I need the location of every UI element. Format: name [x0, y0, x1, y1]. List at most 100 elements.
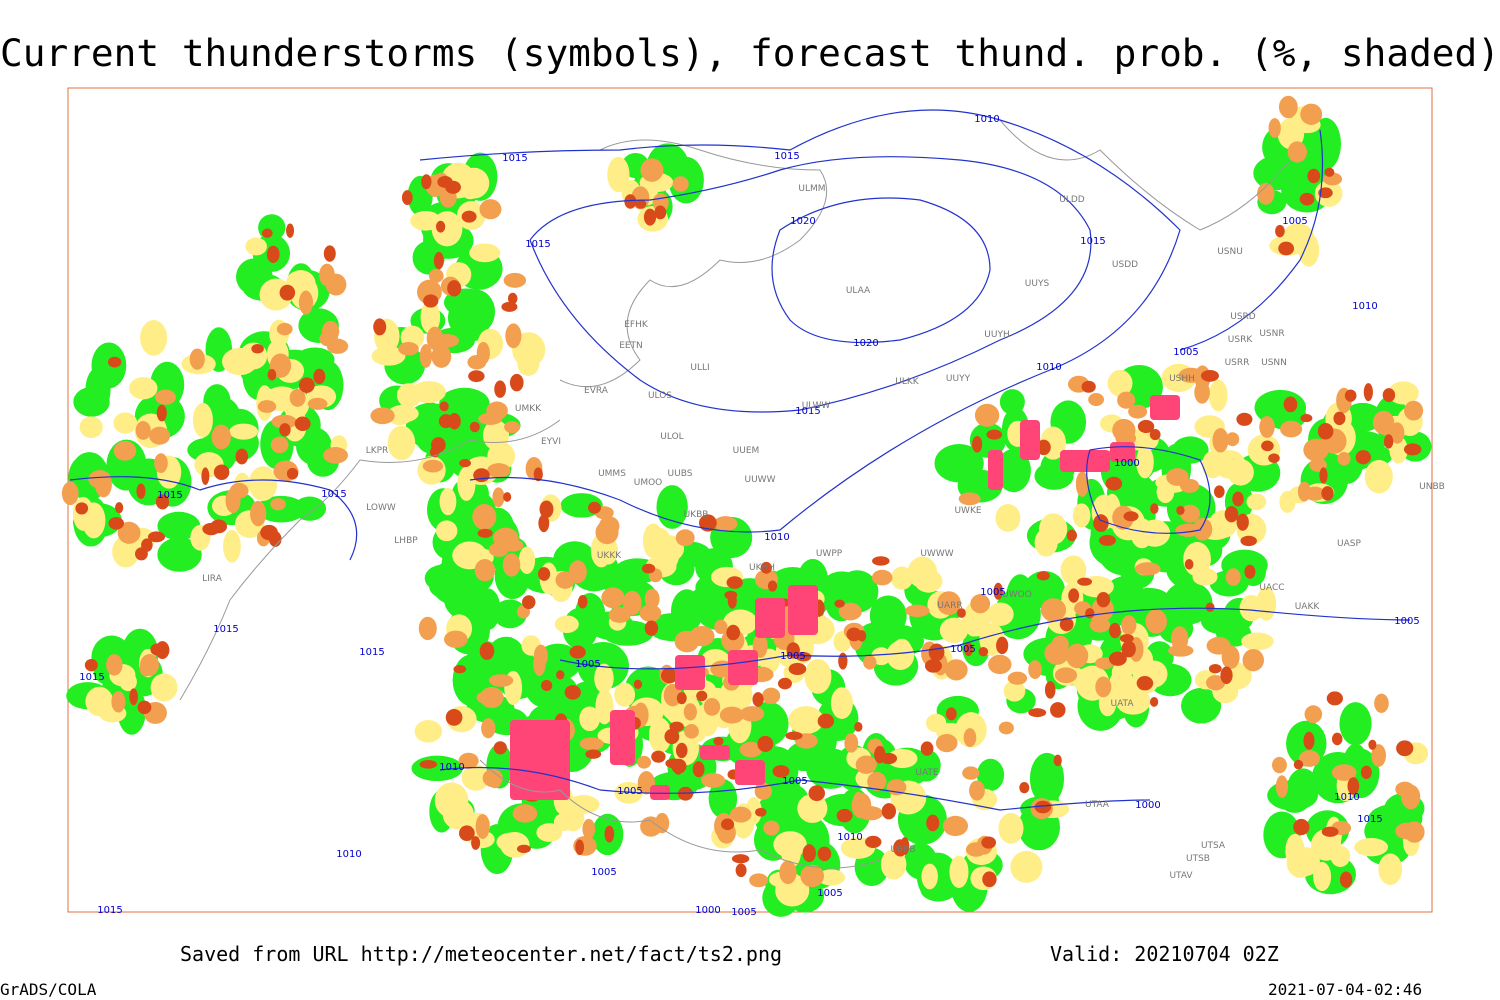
shade-patch	[1109, 622, 1121, 639]
title: Current thunderstorms (symbols), forecas…	[0, 32, 1500, 75]
isobar-label: 1020	[790, 216, 815, 227]
shade-patch	[533, 467, 543, 482]
shade-patch	[575, 839, 585, 856]
shade-patch	[472, 503, 497, 530]
shade-patch	[418, 616, 437, 641]
shade-patch	[926, 814, 940, 832]
shade-patch	[999, 389, 1025, 415]
shade-patch	[461, 210, 477, 223]
shade-patch	[1121, 640, 1136, 658]
shade-patch	[785, 731, 803, 740]
shade-patch	[684, 724, 699, 739]
shade-patch	[778, 784, 812, 834]
shade-patch	[554, 615, 579, 633]
shade-patch	[286, 223, 295, 238]
shade-patch	[1364, 459, 1393, 494]
shade-patch	[493, 599, 527, 629]
shade-patch	[1379, 424, 1403, 437]
shade-patch	[1036, 439, 1051, 456]
station-label: LIRA	[202, 574, 223, 584]
shade-patch	[1275, 775, 1289, 798]
shade-patch	[1145, 609, 1167, 634]
shade-patch	[538, 514, 550, 533]
shade-patch	[414, 720, 443, 743]
shade-patch	[82, 502, 106, 539]
shade-patch	[512, 804, 538, 823]
shade-patch	[1059, 617, 1074, 632]
shade-patch	[1105, 476, 1123, 491]
shade-patch	[439, 387, 490, 420]
shade-patch	[1299, 192, 1315, 206]
station-label: UWKE	[954, 506, 981, 516]
shade-patch	[1241, 632, 1274, 651]
shade-patch	[692, 761, 705, 778]
shade-patch	[830, 687, 853, 719]
isobar-label: 1010	[1334, 792, 1359, 803]
shade-patch	[1360, 765, 1372, 779]
shade-patch	[157, 537, 202, 572]
shade-patch	[1259, 416, 1275, 438]
shade-patch	[459, 459, 472, 468]
shade-patch	[155, 494, 170, 510]
shade-patch	[641, 563, 656, 574]
shade-patch	[1010, 850, 1043, 883]
shade-patch	[155, 389, 177, 405]
isobar	[771, 197, 991, 344]
shade-patch	[307, 397, 328, 410]
shade-patch	[1324, 167, 1335, 177]
shade-patch	[633, 679, 643, 690]
shade-patch	[1246, 493, 1267, 511]
shade-patch	[867, 771, 887, 791]
shade-patch	[978, 647, 989, 657]
station-label: UATE	[915, 768, 939, 778]
shade-patch	[477, 528, 493, 538]
station-label: UUWW	[745, 475, 776, 485]
station-label: USNR	[1259, 329, 1284, 339]
isobar-label: 1005	[591, 867, 616, 878]
shade-patch	[1206, 636, 1231, 655]
shade-patch	[1051, 635, 1069, 653]
shade-patch	[419, 759, 438, 769]
shade-patch	[672, 176, 689, 192]
isobar-label: 1015	[774, 151, 799, 162]
shade-patch	[1293, 759, 1304, 770]
shade-patch	[934, 443, 984, 483]
station-label: USRK	[1228, 335, 1254, 345]
shade-patch	[677, 786, 694, 801]
shade-patch	[998, 812, 1024, 844]
shade-patch	[388, 408, 412, 426]
shade-patch	[1319, 467, 1328, 484]
shade-patch	[107, 356, 122, 368]
shade-patch	[423, 294, 439, 308]
station-label: UUYH	[984, 330, 1009, 340]
shade-patch	[777, 677, 792, 690]
station-label: UUYY	[946, 374, 971, 384]
shade-patch	[245, 237, 267, 256]
shade-patch	[1136, 675, 1154, 691]
shade-patch	[192, 402, 213, 438]
shade-patch	[568, 560, 587, 584]
station-label: USRD	[1230, 312, 1256, 322]
shade-patch	[250, 500, 267, 527]
station-label: UASP	[1337, 539, 1361, 549]
shade-patch	[91, 342, 127, 389]
shade-patch	[675, 742, 688, 759]
shade-patch	[907, 556, 938, 589]
shade-patch	[429, 268, 444, 283]
shade-patch	[251, 344, 264, 354]
shade-patch	[587, 501, 601, 514]
station-label: UMMS	[598, 469, 626, 479]
shade-patch	[701, 773, 726, 788]
shade-patch	[654, 205, 667, 220]
shade-patch	[585, 749, 602, 759]
shade-patch	[279, 423, 291, 437]
isobar-label: 1005	[1282, 216, 1307, 227]
shade-patch	[453, 665, 467, 674]
isobar-label: 1015	[157, 490, 182, 501]
shade-patch	[726, 624, 741, 641]
shade-patch	[1344, 389, 1357, 402]
shade-patch	[696, 690, 708, 702]
shade-patch	[261, 228, 273, 238]
station-label: USRR	[1225, 358, 1250, 368]
shade-patch	[1388, 381, 1419, 405]
